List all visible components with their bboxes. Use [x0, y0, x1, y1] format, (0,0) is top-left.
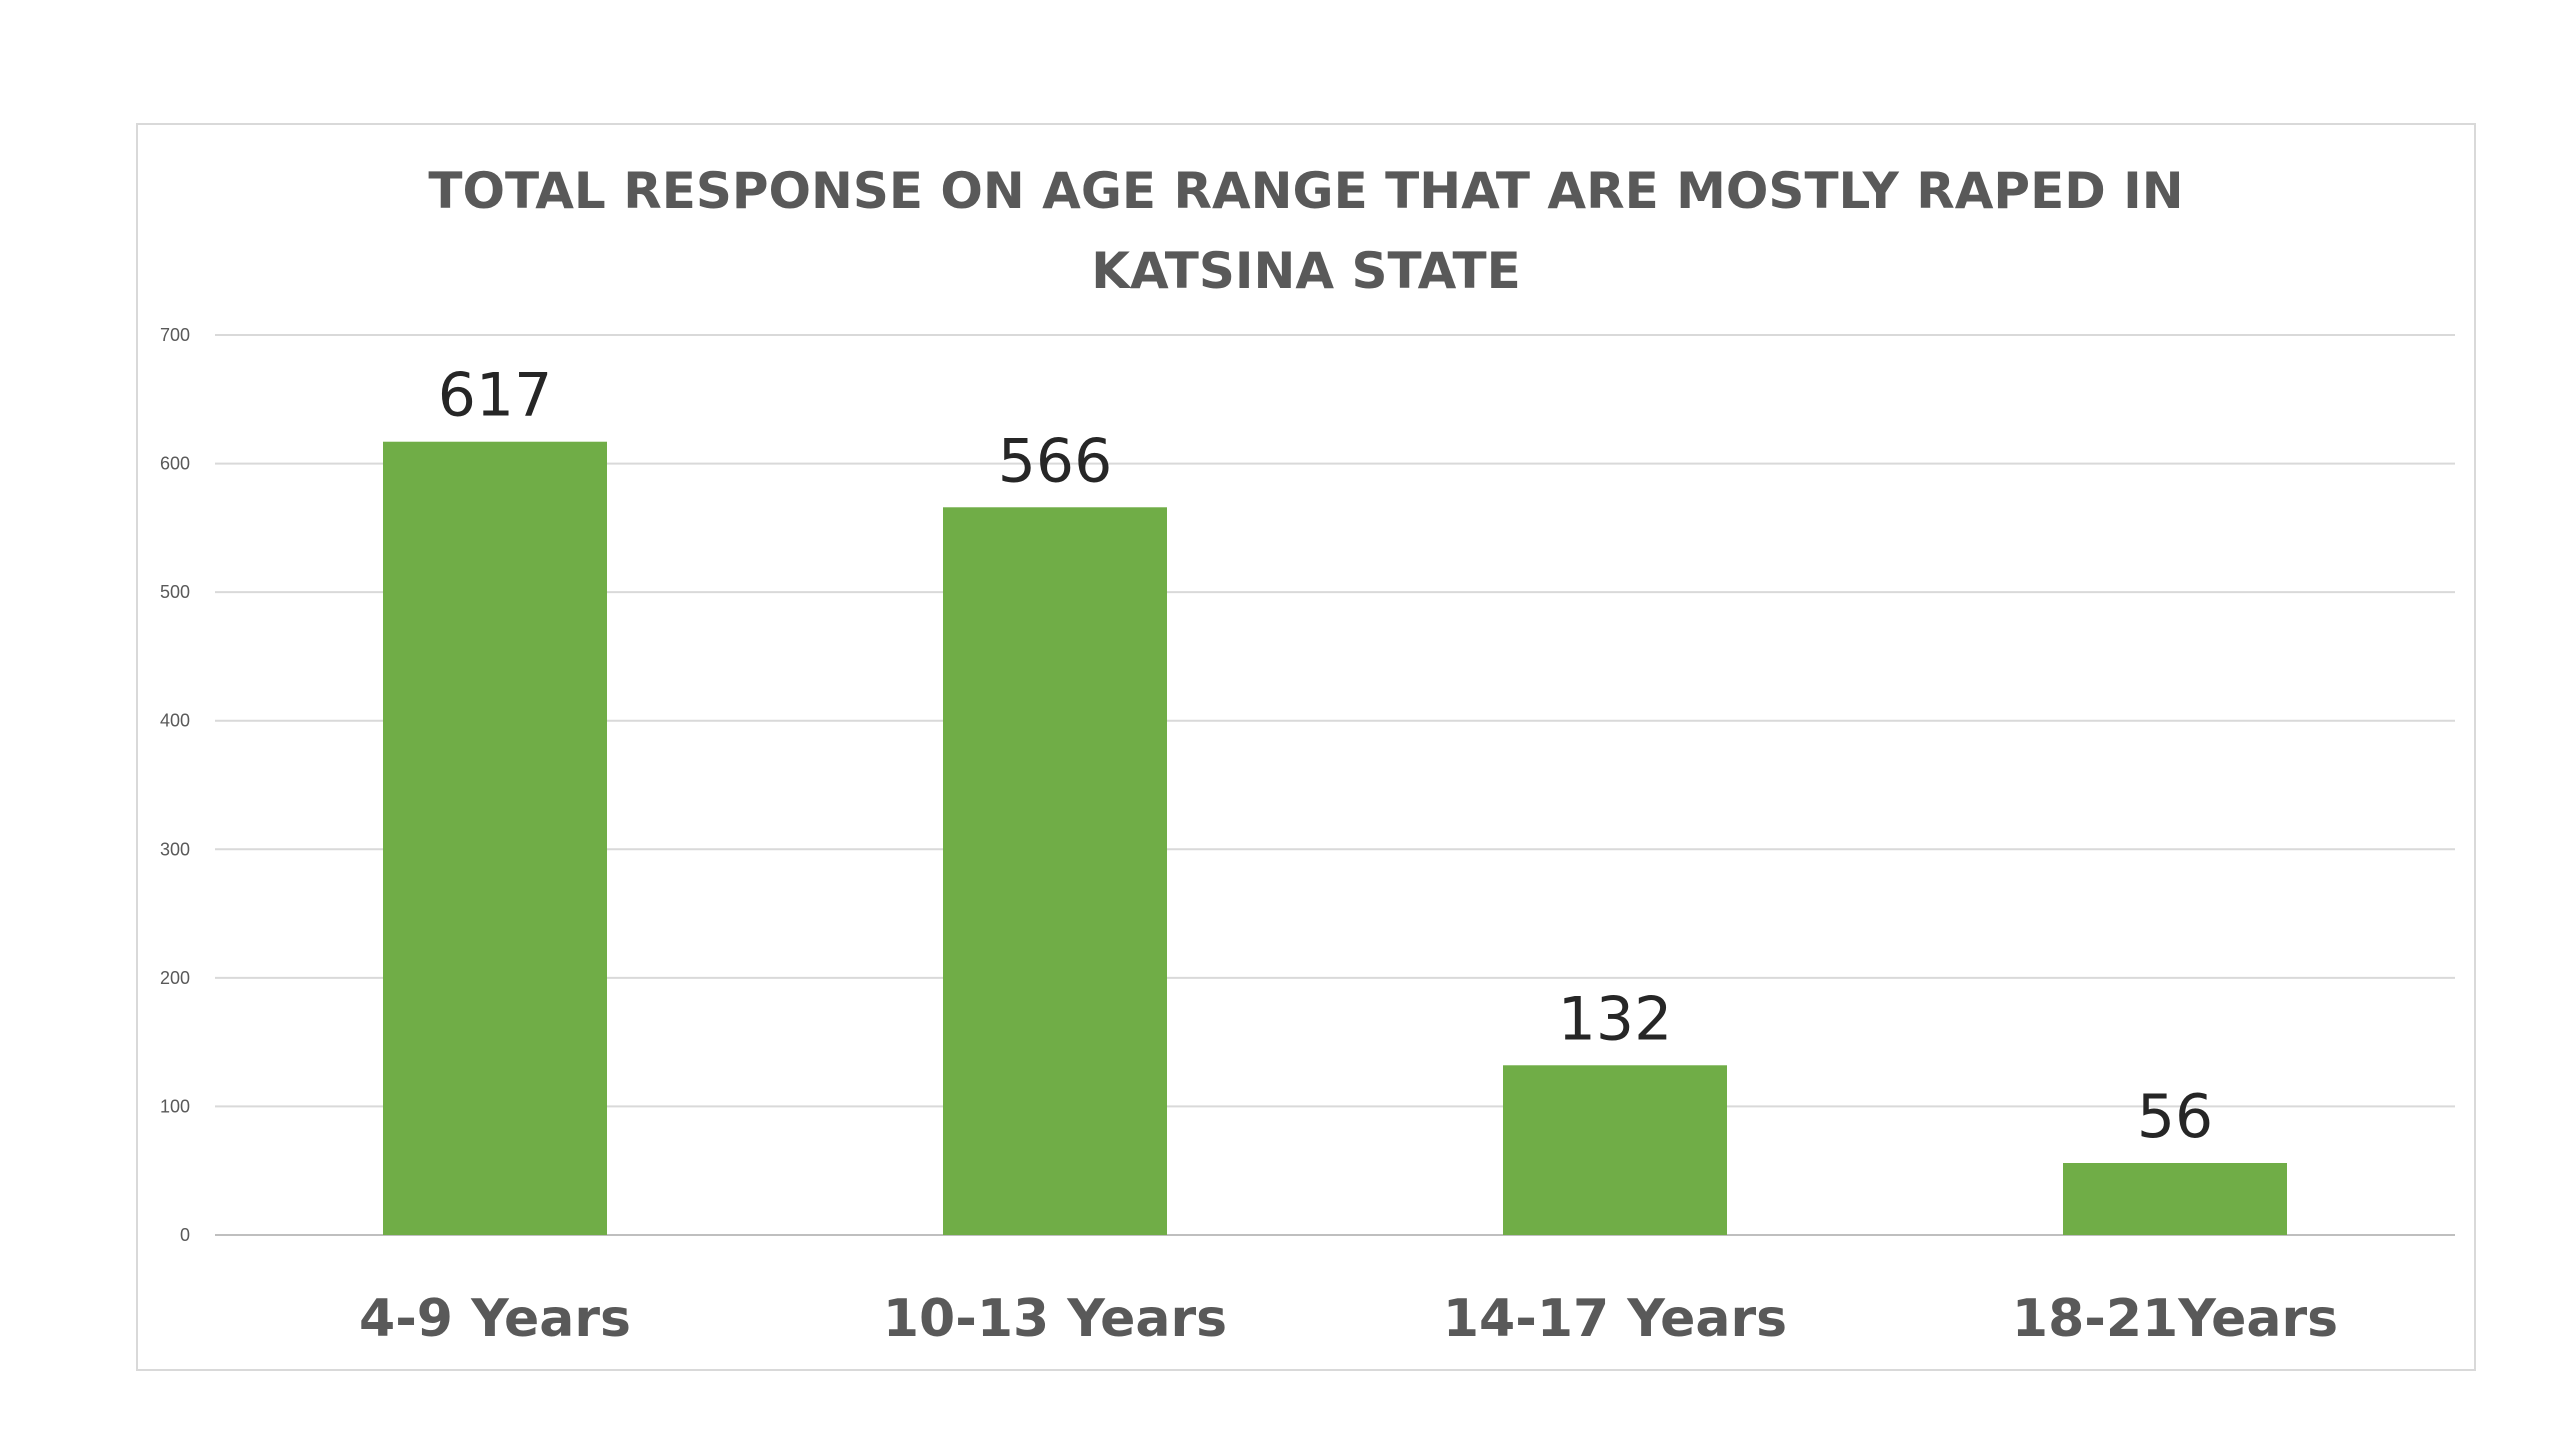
- y-axis-ticks: 0 100 200 300 400 500 600 700: [160, 325, 190, 1245]
- y-tick-label: 400: [160, 711, 190, 731]
- y-tick-label: 100: [160, 1096, 190, 1116]
- y-tick-label: 300: [160, 839, 190, 859]
- x-category-label: 10-13 Years: [883, 1289, 1227, 1349]
- y-tick-label: 600: [160, 454, 190, 474]
- bar: [943, 507, 1167, 1235]
- x-axis-categories: 4-9 Years 10-13 Years 14-17 Years 18-21Year…: [359, 1289, 2338, 1349]
- data-label: 132: [1558, 984, 1673, 1054]
- data-label: 617: [438, 361, 553, 431]
- data-label: 56: [2137, 1082, 2213, 1152]
- x-category-label: 4-9 Years: [359, 1289, 631, 1349]
- bar: [1503, 1065, 1727, 1235]
- data-labels: 617 566 132 56: [438, 361, 2213, 1152]
- x-category-label: 18-21Years: [2012, 1289, 2338, 1349]
- bar: [383, 441, 607, 1235]
- y-tick-label: 500: [160, 582, 190, 602]
- chart-title: TOTAL RESPONSE ON AGE RANGE THAT ARE MOS…: [428, 162, 2184, 300]
- bars: [383, 441, 2287, 1235]
- y-tick-label: 200: [160, 968, 190, 988]
- y-tick-label: 0: [180, 1225, 190, 1245]
- data-label: 566: [998, 426, 1113, 496]
- y-tick-label: 700: [160, 325, 190, 345]
- x-category-label: 14-17 Years: [1443, 1289, 1787, 1349]
- bar: [2063, 1163, 2287, 1235]
